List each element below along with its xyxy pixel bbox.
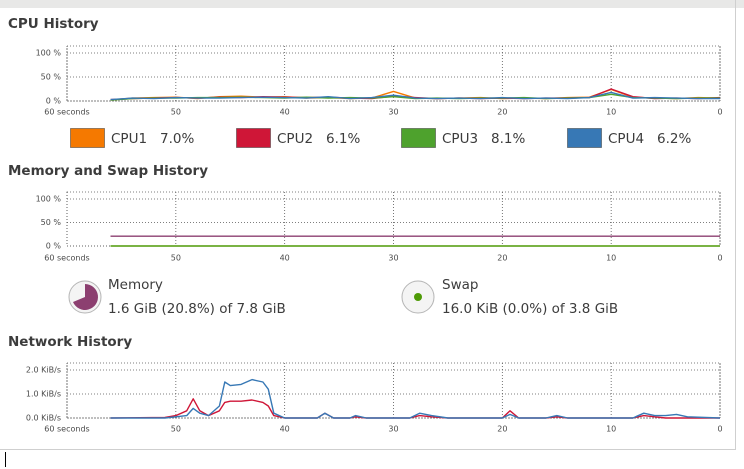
legend-item: CPU4 6.2% [567, 128, 691, 148]
swap-icon-dot [414, 293, 422, 301]
x-tick-label: 40 [280, 254, 290, 263]
memory-detail: 1.6 GiB (20.8%) of 7.8 GiB [108, 301, 286, 317]
x-tick-label: 50 [171, 108, 181, 117]
y-tick-label: 0 % [46, 242, 62, 251]
top-strip [0, 0, 744, 8]
legend-percent: 6.2% [657, 131, 691, 147]
y-tick-label: 50 % [41, 73, 62, 82]
series-line [110, 91, 720, 101]
section-title: Memory and Swap History [8, 163, 208, 179]
x-tick-label: 10 [606, 425, 616, 434]
x-tick-label: 20 [497, 254, 507, 263]
x-tick-label: 0 [717, 254, 722, 263]
x-tick-label: 60 seconds [44, 425, 89, 434]
legend-percent: 6.1% [326, 131, 360, 147]
legend-name: CPU1 [111, 131, 147, 147]
y-tick-label: 1.0 KiB/s [26, 390, 61, 399]
legend-percent: 7.0% [160, 131, 194, 147]
x-tick-label: 50 [171, 254, 181, 263]
y-tick-label: 0 % [46, 97, 62, 106]
x-tick-label: 0 [717, 425, 722, 434]
legend-name: CPU3 [442, 131, 478, 147]
x-tick-label: 40 [280, 108, 290, 117]
x-tick-label: 20 [497, 425, 507, 434]
x-tick-label: 30 [388, 108, 398, 117]
x-tick-label: 10 [606, 108, 616, 117]
y-tick-label: 2.0 KiB/s [26, 366, 61, 375]
legend-item: CPU2 6.1% [236, 128, 360, 148]
x-tick-label: 60 seconds [44, 254, 89, 263]
legend-percent: 8.1% [491, 131, 525, 147]
y-tick-label: 0.0 KiB/s [26, 414, 61, 423]
memory-icon-wedge [73, 284, 99, 311]
x-tick-label: 30 [388, 254, 398, 263]
legend-swatch [567, 128, 602, 148]
section-title: Network History [8, 334, 132, 350]
legend-name: CPU4 [608, 131, 644, 147]
legend-item: CPU1 7.0% [70, 128, 194, 148]
swap-detail: 16.0 KiB (0.0%) of 3.8 GiB [442, 301, 618, 317]
x-tick-label: 10 [606, 254, 616, 263]
legend-swatch [236, 128, 271, 148]
memory-label: Memory [108, 277, 163, 293]
y-tick-label: 100 % [36, 49, 62, 58]
y-tick-label: 100 % [36, 195, 62, 204]
legend-name: CPU2 [277, 131, 313, 147]
swap-label: Swap [442, 277, 478, 293]
x-tick-label: 50 [171, 425, 181, 434]
x-tick-label: 20 [497, 108, 507, 117]
section-title: CPU History [8, 16, 99, 32]
legend-item: CPU3 8.1% [401, 128, 525, 148]
legend-swatch [401, 128, 436, 148]
y-tick-label: 50 % [41, 218, 62, 227]
x-tick-label: 40 [280, 425, 290, 434]
series-line [110, 378, 721, 419]
swap-indicator: Swap 16.0 KiB (0.0%) of 3.8 GiB [401, 277, 618, 317]
x-tick-label: 60 seconds [44, 108, 89, 117]
x-tick-label: 30 [388, 425, 398, 434]
x-tick-label: 0 [717, 108, 722, 117]
memory-indicator: Memory 1.6 GiB (20.8%) of 7.8 GiB [68, 277, 286, 317]
legend-swatch [70, 128, 105, 148]
